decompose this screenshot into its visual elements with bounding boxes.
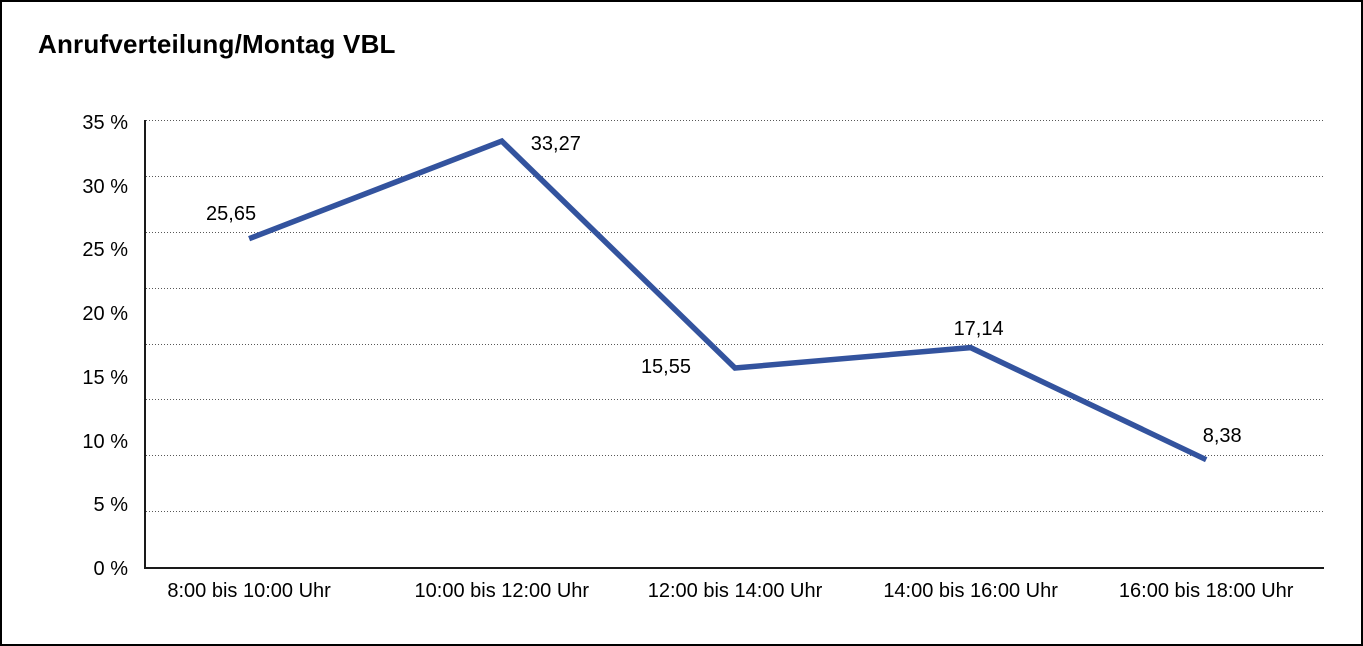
x-category-label: 14:00 bis 16:00 Uhr	[883, 580, 1058, 602]
y-tick-label: 15 %	[82, 366, 128, 389]
value-label: 33,27	[530, 133, 581, 156]
gridline	[146, 343, 1324, 345]
gridline	[146, 287, 1324, 289]
value-label: 17,14	[953, 317, 1004, 340]
value-label: 15,55	[640, 356, 691, 378]
y-axis-line	[144, 120, 146, 569]
gridline	[146, 175, 1324, 177]
x-category-label: 12:00 bis 14:00 Uhr	[647, 580, 823, 602]
x-category-label: 16:00 bis 18:00 Uhr	[1118, 580, 1294, 602]
gridline	[146, 455, 1324, 457]
value-label: 8,38	[1202, 424, 1242, 447]
y-tick-label: 30 %	[82, 175, 128, 198]
gridline	[146, 511, 1324, 513]
data-line-svg	[248, 137, 1208, 463]
y-tick-label: 35 %	[82, 112, 128, 134]
y-tick-label: 10 %	[82, 430, 128, 453]
gridline	[146, 120, 1324, 121]
gridline	[146, 399, 1324, 401]
y-tick-label: 5 %	[93, 494, 128, 517]
x-category-label: 8:00 bis 10:00 Uhr	[167, 580, 331, 602]
value-label: 25,65	[206, 202, 257, 225]
x-axis-line	[144, 567, 1324, 569]
y-tick-label: 25 %	[82, 239, 128, 262]
x-category-label: 10:00 bis 12:00 Uhr	[414, 580, 590, 602]
chart-title: Anrufverteilung/Montag VBL	[38, 29, 396, 59]
data-line	[248, 137, 1208, 463]
gridline	[146, 231, 1324, 233]
y-tick-label: 20 %	[82, 303, 128, 326]
y-tick-label: 0 %	[93, 558, 128, 580]
plot-area: 25,65 33,27 15,55 17,14 8,38	[146, 120, 1324, 567]
